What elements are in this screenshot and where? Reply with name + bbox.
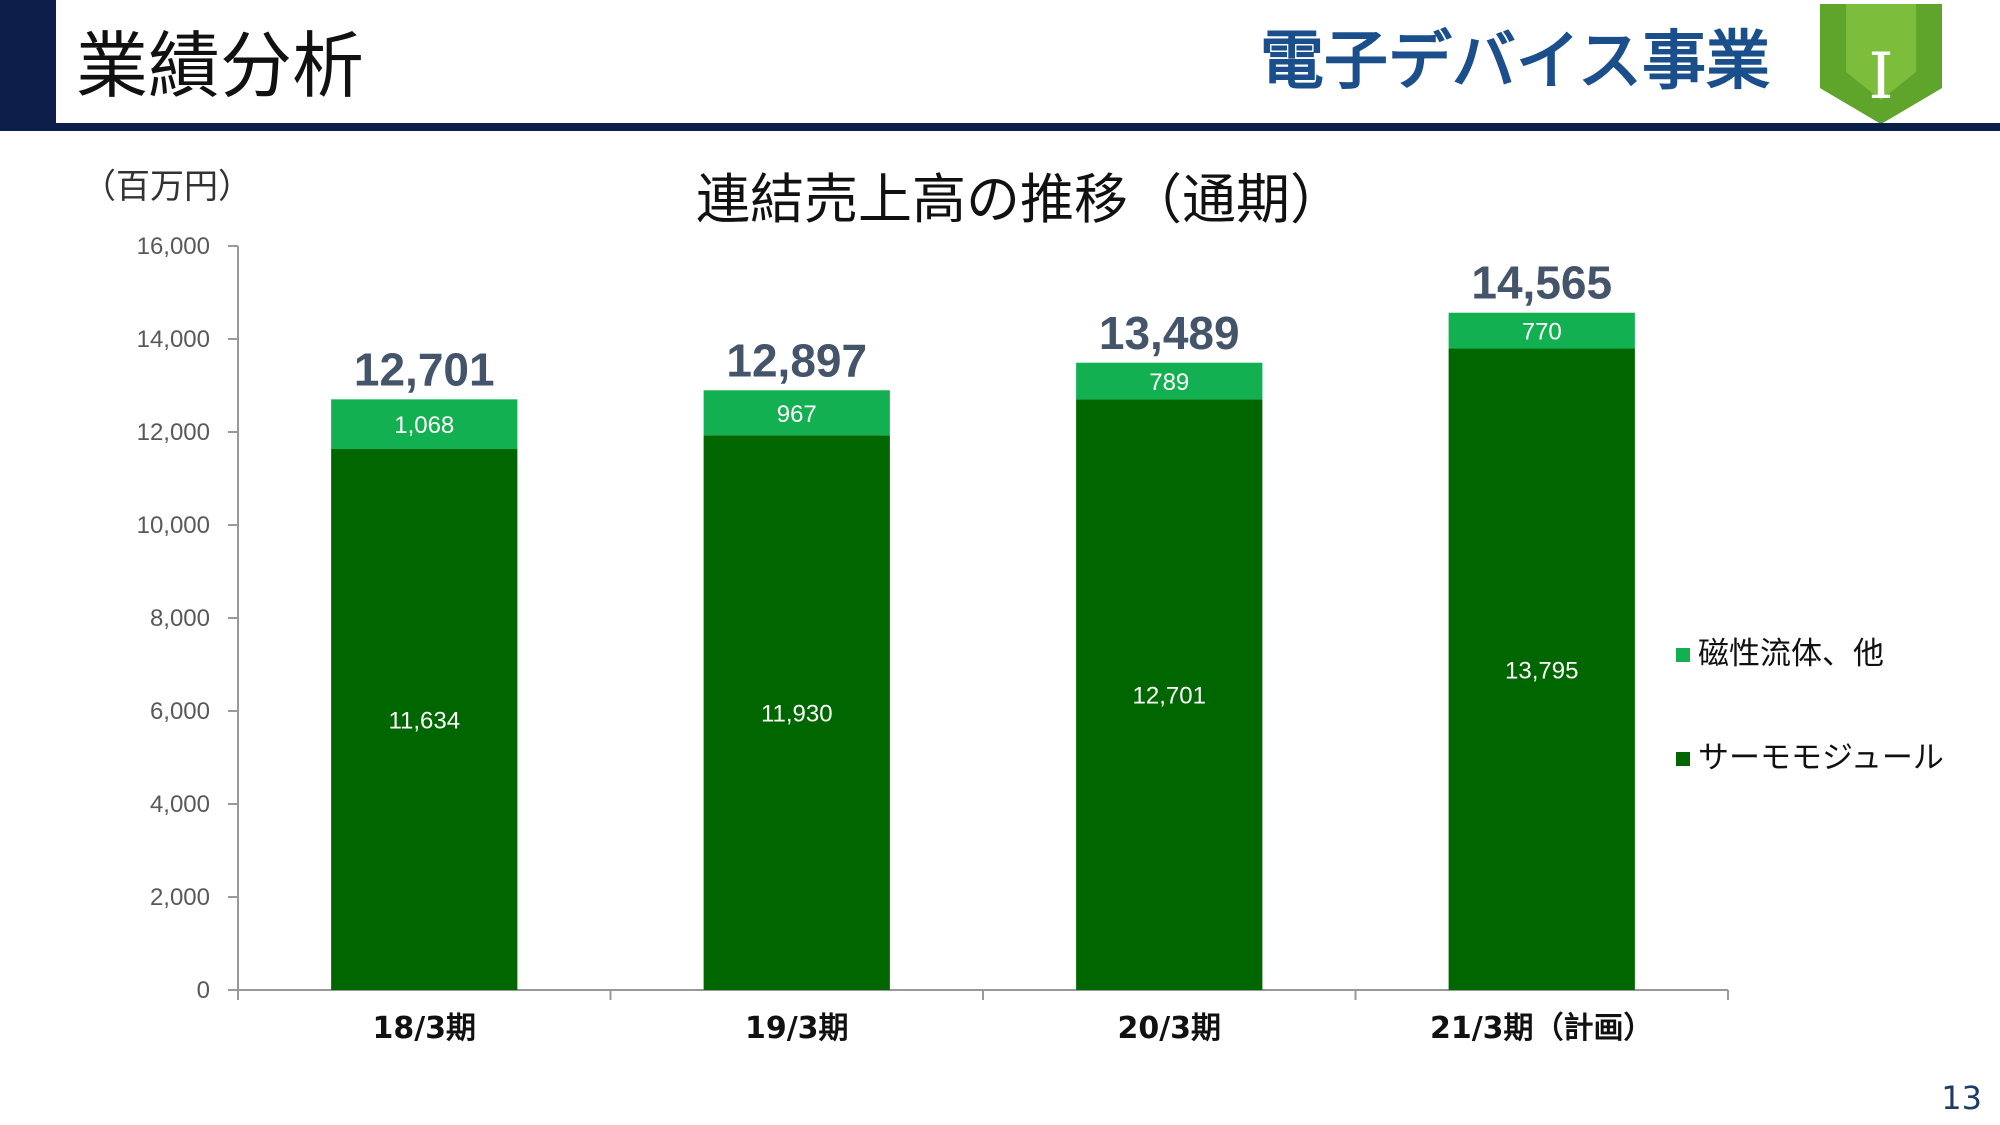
y-tick-label: 12,000 [137, 419, 210, 446]
bar-value-label: 1,068 [394, 412, 454, 439]
bar-value-label: 770 [1522, 319, 1562, 346]
page-title: 業績分析 [76, 24, 365, 108]
y-tick-label: 10,000 [137, 512, 210, 539]
bar-total-label: 12,897 [726, 334, 867, 386]
legend-label: サーモモジュール [1698, 740, 1944, 776]
bar-value-label: 789 [1149, 369, 1189, 396]
page-number: 13 [1941, 1079, 1982, 1117]
legend-label: 磁性流体、他 [1698, 636, 1884, 672]
bar-value-label: 12,701 [1133, 683, 1206, 710]
legend-swatch [1676, 752, 1690, 766]
y-tick-label: 8,000 [150, 605, 210, 632]
bar-total-label: 13,489 [1099, 307, 1240, 359]
legend-swatch [1676, 648, 1690, 662]
bar-segment-magnetic-fluid [1448, 312, 1635, 349]
y-tick-label: 14,000 [137, 326, 210, 353]
bar-segment-magnetic-fluid [331, 399, 518, 450]
bar-value-label: 967 [777, 401, 817, 428]
y-tick-label: 4,000 [150, 791, 210, 818]
x-category-label: 20/3期 [1117, 1011, 1221, 1046]
bar-value-label: 11,930 [761, 701, 833, 728]
bar-segment-magnetic-fluid [703, 390, 890, 436]
bar-value-label: 11,634 [388, 708, 460, 735]
unit-label: （百万円） [82, 167, 252, 207]
bar-segment-thermo-module [1448, 348, 1635, 991]
section-badge-letter: I [1868, 40, 1893, 114]
x-category-label: 21/3期（計画） [1430, 1011, 1654, 1046]
bar-total-label: 12,701 [354, 343, 495, 395]
y-tick-label: 2,000 [150, 884, 210, 911]
bar-segment-thermo-module [1076, 399, 1263, 990]
y-tick-label: 16,000 [137, 233, 210, 260]
bar-segment-thermo-module [703, 435, 890, 990]
chart-title: 連結売上高の推移（通期） [696, 168, 1344, 231]
section-title: 電子デバイス事業 [1259, 25, 1770, 99]
bar-segment-thermo-module [331, 449, 518, 990]
header-divider [0, 123, 2000, 131]
x-category-label: 18/3期 [372, 1011, 476, 1046]
bar-value-label: 13,795 [1505, 657, 1578, 684]
y-tick-label: 0 [197, 977, 210, 1004]
section-badge-icon: I [1820, 4, 1942, 124]
bar-total-label: 14,565 [1471, 257, 1612, 309]
sales-chart: 連結売上高の推移（通期） （百万円） 0 2,000 4,000 6,000 8,000 10… [82, 167, 1944, 1046]
bar-segment-magnetic-fluid [1076, 362, 1263, 400]
x-category-label: 19/3期 [745, 1011, 849, 1046]
header-accent-block [0, 0, 56, 130]
y-tick-label: 6,000 [150, 698, 210, 725]
